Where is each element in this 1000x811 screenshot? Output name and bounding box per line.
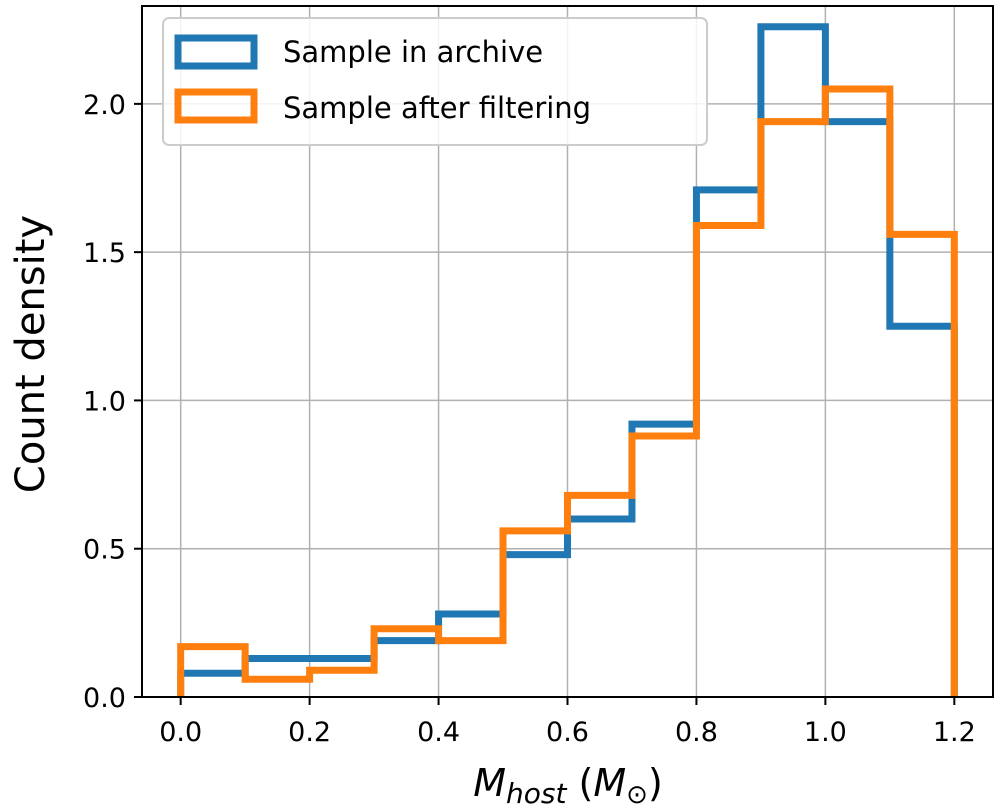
legend-label-filtered: Sample after filtering — [283, 91, 591, 125]
legend-swatch-filtered — [174, 88, 258, 124]
x-axis-label-unit-sub: ⊙ — [626, 780, 648, 810]
x-tick-label-4: 0.8 — [675, 717, 718, 748]
y-axis-ticks: 0.0 0.5 1.0 1.5 2.0 — [83, 90, 142, 714]
y-axis-label: Count density — [8, 215, 54, 493]
y-tick-label-1: 0.5 — [83, 535, 126, 566]
x-axis-label-unit-open: ( — [566, 761, 593, 805]
y-tick-label-0: 0.0 — [83, 683, 126, 714]
x-tick-label-3: 0.6 — [546, 717, 589, 748]
histogram-series-filtered — [177, 85, 958, 697]
x-axis-label-unit-close: ) — [648, 761, 663, 805]
x-axis-label-unit-main: M — [593, 761, 626, 805]
legend-box — [162, 17, 708, 146]
x-axis-ticks: 0.0 0.2 0.4 0.6 0.8 1.0 1.2 — [159, 697, 976, 748]
legend-label-archive: Sample in archive — [283, 35, 543, 69]
x-tick-label-2: 0.4 — [417, 717, 460, 748]
legend-swatch-archive — [174, 34, 258, 70]
x-axis-label-sub: host — [506, 777, 567, 810]
y-tick-label-3: 1.5 — [83, 238, 126, 269]
histogram-series — [177, 23, 958, 697]
x-tick-label-6: 1.2 — [933, 717, 976, 748]
x-tick-label-0: 0.0 — [159, 717, 202, 748]
x-axis-label: Mhost (M⊙) — [473, 761, 663, 810]
x-tick-label-5: 1.0 — [804, 717, 847, 748]
y-tick-label-4: 2.0 — [83, 90, 126, 121]
y-tick-label-2: 1.0 — [83, 386, 126, 417]
x-axis-label-main: M — [473, 761, 506, 805]
x-tick-label-1: 0.2 — [288, 717, 331, 748]
legend: Sample in archive Sample after filtering — [162, 17, 708, 146]
